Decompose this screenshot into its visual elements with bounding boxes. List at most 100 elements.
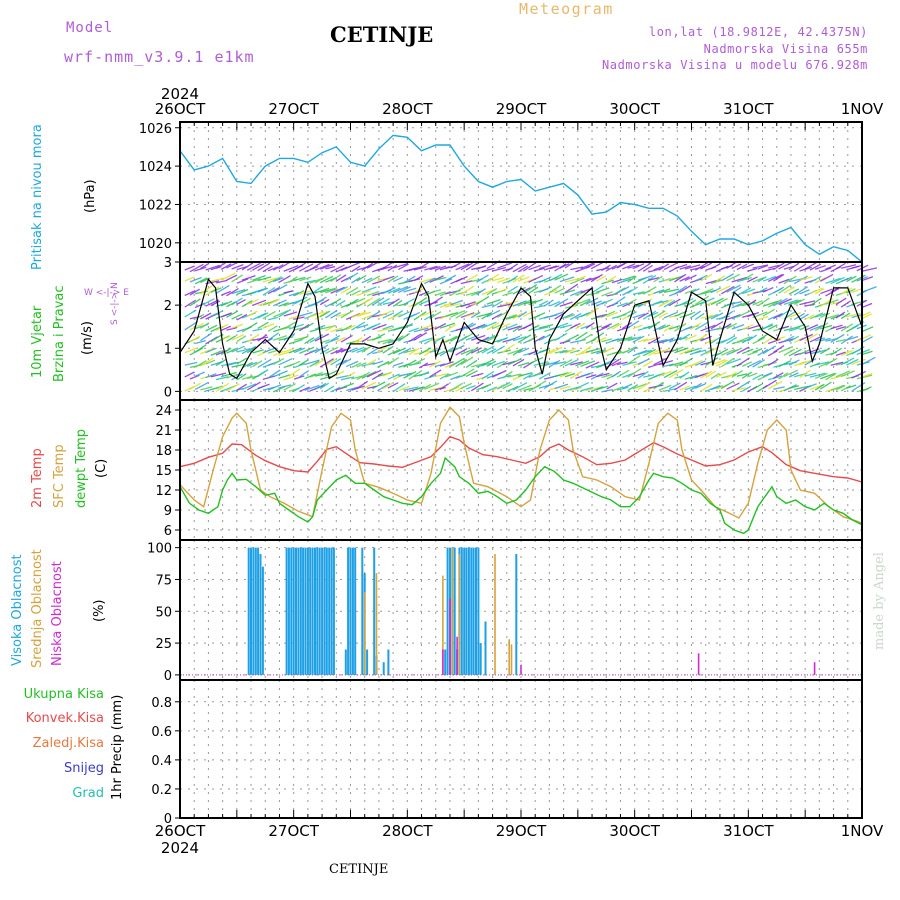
wind-vector xyxy=(700,383,713,392)
wind-vector xyxy=(715,285,731,294)
wind-vector xyxy=(361,286,377,293)
wind-vector xyxy=(278,384,292,389)
wind-vector xyxy=(413,357,426,365)
y-tick-label: 12 xyxy=(155,484,172,499)
y-tick-label: 1022 xyxy=(139,198,172,213)
wind-vector xyxy=(830,361,844,366)
wind-vector xyxy=(606,382,618,390)
wind-vector xyxy=(231,323,244,329)
y-tick-label: 24 xyxy=(155,404,172,419)
wind-vector xyxy=(653,265,664,271)
high_cloud-bar xyxy=(323,547,326,675)
wind-vector xyxy=(804,372,817,377)
wind-vector xyxy=(611,370,622,378)
wind-vector xyxy=(502,370,513,379)
wind-vector xyxy=(512,347,524,356)
low_cloud-bar xyxy=(442,649,444,675)
wind-vector xyxy=(674,263,688,270)
wind-vector xyxy=(231,334,245,341)
mid_cloud-bar xyxy=(458,554,461,675)
wind-vector xyxy=(674,322,687,332)
wind-vector xyxy=(366,310,381,320)
wind-vector xyxy=(481,358,495,366)
wind-vector xyxy=(757,297,770,307)
lonlat-label: lon,lat (18.9812E, 42.4375N) xyxy=(648,25,868,39)
wind-vector xyxy=(694,295,710,306)
wind-vector xyxy=(299,263,314,272)
wind-vector xyxy=(517,334,532,344)
wind-vector xyxy=(533,267,545,272)
wind-vector xyxy=(189,322,204,331)
wind-vector xyxy=(663,262,678,271)
wind-vector xyxy=(835,339,846,343)
wind-vector xyxy=(601,388,614,393)
wind-vector xyxy=(778,360,792,368)
wind-vector xyxy=(846,288,856,294)
wind-vector xyxy=(345,272,359,281)
wind-vector xyxy=(538,276,552,284)
wind-vector xyxy=(762,379,777,389)
wind-vector xyxy=(736,287,752,296)
wind-vector xyxy=(314,275,328,284)
wind-vector xyxy=(351,311,367,319)
wind-vector xyxy=(762,372,773,377)
y-tick-label: 75 xyxy=(155,573,172,588)
wind-vector xyxy=(736,336,751,343)
wind-vector xyxy=(418,371,430,377)
wind-vector xyxy=(220,335,231,341)
wind-vector xyxy=(814,264,826,270)
wind-vector xyxy=(575,381,590,390)
wind-vector xyxy=(721,286,735,295)
wind-vector xyxy=(554,383,569,390)
wind-vector xyxy=(517,311,528,318)
wind-vector xyxy=(372,360,384,366)
wind-vector xyxy=(783,327,795,332)
wind-vector xyxy=(580,277,592,283)
wind-vector xyxy=(841,264,857,269)
wind-vector xyxy=(783,286,795,294)
wind-speed-line xyxy=(179,278,863,380)
wind-vector xyxy=(856,374,873,380)
wind-vector xyxy=(674,381,688,391)
wind-vector xyxy=(663,337,675,343)
wind-vector xyxy=(674,273,687,283)
wind-vector xyxy=(705,338,717,344)
wind-vector xyxy=(861,286,877,293)
wind-vector xyxy=(481,345,495,354)
wind-vector xyxy=(679,276,690,282)
wind-vector xyxy=(518,372,533,377)
wind-vector xyxy=(762,323,773,330)
wind-vector xyxy=(669,346,684,354)
wind-vector xyxy=(642,286,657,295)
wind-vector xyxy=(767,299,782,308)
wind-vector xyxy=(642,387,653,393)
wind-vector xyxy=(382,275,395,282)
wind-vector xyxy=(236,313,248,321)
y-tick-label: 1 xyxy=(164,342,172,357)
wind-vector xyxy=(314,324,326,330)
wind-vector xyxy=(413,386,425,391)
dewpoint-line xyxy=(179,456,863,535)
x-tick-label-bottom: 30OCT xyxy=(609,822,660,840)
mid_cloud-bar xyxy=(451,547,454,675)
wind-vector xyxy=(387,313,402,320)
wind-vector xyxy=(215,358,227,367)
wind-vector xyxy=(543,380,558,389)
wind-vector xyxy=(794,385,809,391)
wind-vector xyxy=(809,297,822,307)
wind-vector xyxy=(663,311,678,319)
wind-vector xyxy=(283,320,298,330)
wind-vector xyxy=(653,299,669,305)
wind-vector xyxy=(820,312,830,318)
wind-vector xyxy=(747,359,762,368)
wind-vector xyxy=(773,262,785,271)
wind-vector xyxy=(533,304,546,309)
wind-vector xyxy=(611,323,623,330)
wind-vector xyxy=(601,373,613,379)
low_cloud-bar xyxy=(456,636,458,675)
wind-vector xyxy=(460,262,473,271)
wind-vector xyxy=(846,335,859,341)
wind-vector xyxy=(653,275,663,283)
wind-vector xyxy=(814,288,825,295)
wind-vector xyxy=(611,361,622,367)
